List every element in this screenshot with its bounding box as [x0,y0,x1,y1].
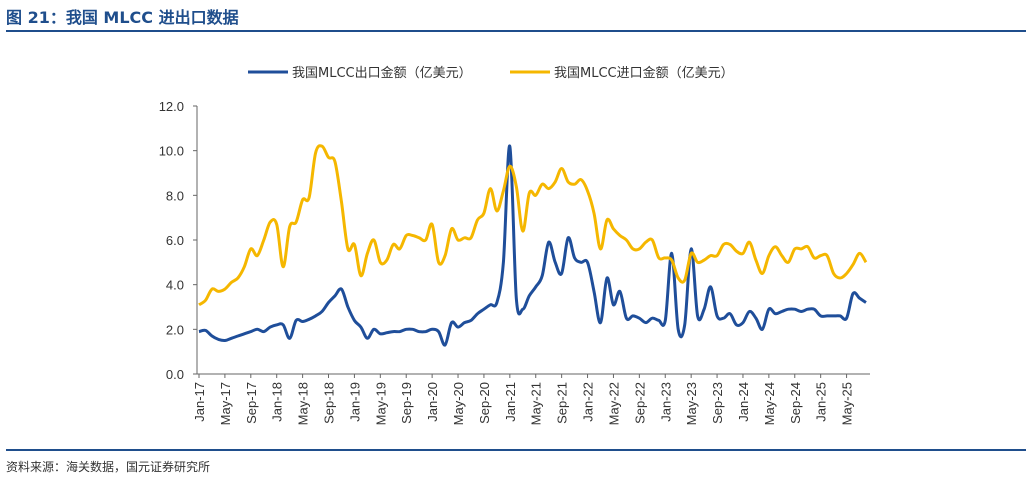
x-tick-label: Sep-23 [710,382,725,424]
x-tick-label: May-22 [606,382,621,425]
x-tick-label: Jan-18 [270,382,285,422]
x-tick-label: May-17 [218,382,233,425]
figure-title: 图 21：我国 MLCC 进出口数据 [6,8,239,27]
y-tick-label: 6.0 [166,233,184,248]
x-tick-label: Sep-24 [788,382,803,424]
series-line-import [198,144,868,307]
x-tick-label: Jan-21 [503,382,518,422]
x-tick-label: Sep-19 [399,382,414,424]
x-tick-label: Jan-19 [347,382,362,422]
y-tick-label: 12.0 [159,99,184,114]
x-tick-label: Sep-21 [555,382,570,424]
x-tick-label: Sep-22 [632,382,647,424]
series-line-export [198,144,867,347]
x-tick-label: Jan-17 [192,382,207,422]
x-tick-label: Sep-17 [244,382,259,424]
x-tick-label: Jan-24 [736,382,751,422]
source-rule [6,449,1026,451]
y-tick-label: 0.0 [166,367,184,382]
x-tick-label: Sep-20 [477,382,492,424]
x-tick-label: May-20 [451,382,466,425]
y-tick-label: 8.0 [166,188,184,203]
title-rule [6,30,1026,32]
x-axis-ticks: Jan-17 May-17 Sep-17 Jan-18 May-18 Sep-18 Jan-… [192,374,855,425]
source-note: 资料来源：海关数据，国元证券研究所 [6,460,211,474]
x-tick-label: May-25 [840,382,855,425]
x-tick-label: Jan-25 [814,382,829,422]
x-tick-label: Jan-22 [581,382,596,422]
x-tick-label: Sep-18 [322,382,337,424]
x-tick-label: May-18 [296,382,311,425]
y-axis-ticks: 0.0 2.0 4.0 6.0 8.0 10.0 12.0 [159,99,197,382]
x-tick-label: May-19 [373,382,388,425]
x-tick-label: Jan-20 [425,382,440,422]
x-tick-label: May-21 [529,382,544,425]
y-tick-label: 4.0 [166,278,184,293]
x-tick-label: May-23 [684,382,699,425]
x-tick-label: Jan-23 [658,382,673,422]
y-tick-label: 10.0 [159,144,184,159]
legend: 我国MLCC出口金额（亿美元） 我国MLCC进口金额（亿美元） [248,65,734,81]
x-tick-label: May-24 [762,382,777,425]
y-tick-label: 2.0 [166,322,184,337]
legend-label-import: 我国MLCC进口金额（亿美元） [554,65,734,81]
legend-label-export: 我国MLCC出口金额（亿美元） [292,65,472,81]
